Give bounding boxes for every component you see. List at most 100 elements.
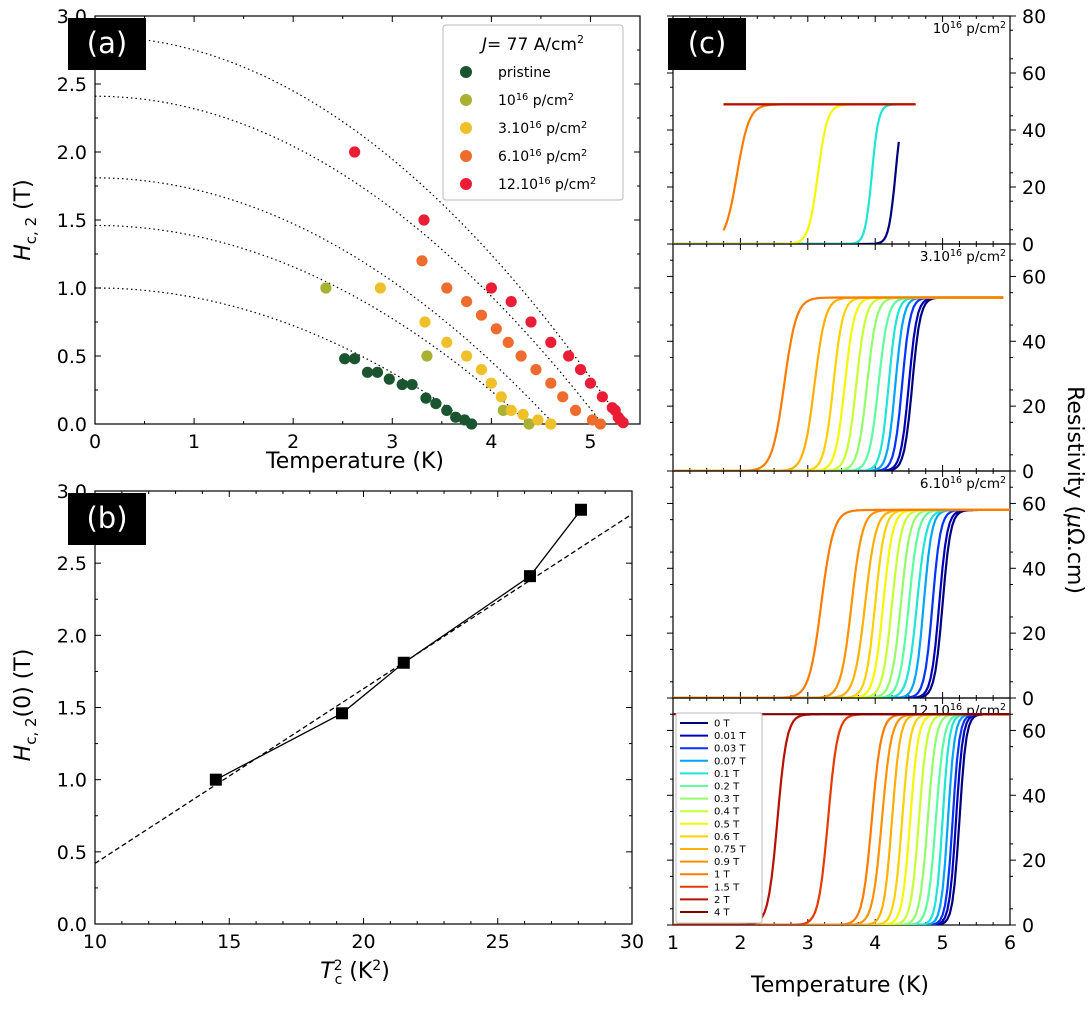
data-point	[545, 337, 556, 348]
legend-label: 2 T	[714, 895, 731, 906]
legend-label: 0.2 T	[714, 782, 740, 793]
panel-b-frame	[95, 491, 632, 924]
x-tick-label: 20	[351, 931, 375, 953]
rt-curve	[673, 298, 1003, 472]
y-tick-label: 0.0	[57, 414, 87, 436]
x-tick-label: 3	[802, 932, 814, 954]
legend-label: 1016 p/cm2	[498, 92, 574, 110]
data-point	[496, 391, 507, 402]
panel-a-tag: (a)	[87, 26, 127, 60]
subplot-frame	[673, 471, 1010, 698]
y-tick-label: 40	[1022, 558, 1046, 580]
fit-line	[95, 514, 632, 863]
data-point	[503, 337, 514, 348]
legend-label: 0.03 T	[714, 744, 746, 755]
legend-label: 3.1016 p/cm2	[498, 120, 587, 138]
data-point	[530, 364, 541, 375]
y-tick-label: 60	[1022, 63, 1046, 85]
panel-b-tag: (b)	[86, 501, 127, 535]
y-tick-label: 20	[1022, 177, 1046, 199]
rt-curve	[673, 298, 1003, 472]
data-point	[557, 391, 568, 402]
data-point	[419, 316, 430, 327]
legend-label: pristine	[498, 65, 551, 81]
data-point	[416, 255, 427, 266]
x-tick-label: 5	[584, 431, 596, 453]
y-tick-label: 2.5	[57, 553, 87, 575]
data-point	[461, 296, 472, 307]
data-point	[570, 405, 581, 416]
data-point	[517, 409, 528, 420]
legend-marker	[460, 178, 472, 190]
rt-curve	[673, 510, 1010, 698]
data-point	[421, 350, 432, 361]
legend-label: 1.5 T	[714, 882, 740, 893]
legend-label: 1 T	[714, 870, 731, 881]
y-tick-label: 40	[1022, 331, 1046, 353]
legend-label: 4 T	[714, 908, 731, 919]
legend-label: 0.1 T	[714, 769, 740, 780]
data-point	[545, 418, 556, 429]
data-point	[575, 364, 586, 375]
y-tick-label: 40	[1022, 785, 1046, 807]
x-tick-label: 6	[1004, 932, 1016, 954]
rt-curve	[673, 298, 1003, 472]
y-tick-label: 2.5	[57, 74, 87, 96]
x-tick-label: 30	[620, 931, 644, 953]
data-point	[506, 405, 517, 416]
subplot-frame	[673, 244, 1010, 471]
panel-b-ylabel: Hc, 2(0) (T)	[11, 649, 40, 762]
subplot-label: 6.1016 p/cm2	[920, 475, 1006, 493]
data-point	[466, 418, 477, 429]
x-tick-label: 1	[188, 431, 200, 453]
data-point	[210, 774, 222, 786]
data-point	[398, 657, 410, 669]
data-point	[575, 504, 587, 516]
data-point	[476, 364, 487, 375]
panel-c-legend: 0 T0.01 T0.03 T0.07 T0.1 T0.2 T0.3 T0.4 …	[676, 713, 762, 923]
data-point	[441, 337, 452, 348]
rt-curve	[673, 298, 1003, 472]
data-point	[406, 379, 417, 390]
legend-marker	[460, 66, 472, 78]
data-point	[441, 405, 452, 416]
rt-curve	[673, 104, 899, 244]
data-point	[397, 379, 408, 390]
data-point	[491, 323, 502, 334]
data-point	[336, 707, 348, 719]
legend-label: 0.5 T	[714, 819, 740, 830]
data-point	[563, 350, 574, 361]
rt-curve	[673, 298, 1003, 472]
data-point	[320, 282, 331, 293]
legend-label: 0.6 T	[714, 832, 740, 843]
data-point	[476, 310, 487, 321]
x-tick-label: 0	[89, 431, 101, 453]
fit-curve	[95, 225, 529, 424]
legend-label: 0 T	[714, 719, 731, 730]
y-tick-label: 20	[1022, 396, 1046, 418]
subplot-label: 1016 p/cm2	[933, 20, 1006, 38]
data-point	[362, 367, 373, 378]
y-tick-label: 0.0	[57, 914, 87, 936]
legend-label: 0.3 T	[714, 794, 740, 805]
data-point	[486, 378, 497, 389]
curves	[673, 510, 1010, 698]
curves	[673, 298, 1003, 472]
y-tick-label: 0.5	[57, 842, 87, 864]
data-point	[525, 316, 536, 327]
data-point	[461, 350, 472, 361]
y-tick-label: 60	[1022, 493, 1046, 515]
y-tick-label: 0	[1022, 915, 1034, 937]
data-point	[420, 393, 431, 404]
data-point	[384, 374, 395, 385]
legend-label: 0.4 T	[714, 807, 740, 818]
y-tick-label: 60	[1022, 266, 1046, 288]
data-point	[430, 398, 441, 409]
data-point	[375, 282, 386, 293]
